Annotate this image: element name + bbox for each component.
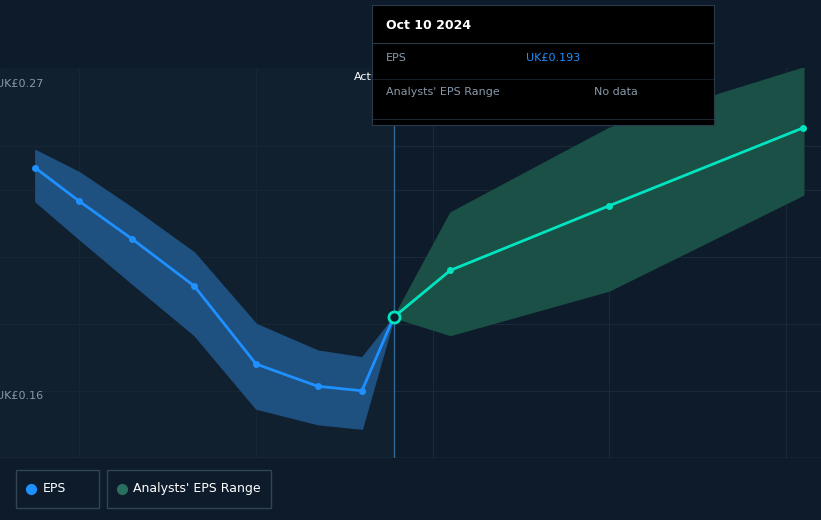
Text: Analysts' EPS Range: Analysts' EPS Range (386, 87, 499, 97)
Text: UK£0.16: UK£0.16 (0, 391, 43, 401)
Bar (16, 470, 99, 508)
Text: EPS: EPS (386, 53, 406, 63)
Text: UK£0.27: UK£0.27 (0, 79, 44, 89)
Text: Oct 10 2024: Oct 10 2024 (386, 19, 470, 32)
Text: Analysts Forecasts: Analysts Forecasts (404, 72, 508, 82)
Bar (107, 470, 271, 508)
Text: UK£0.193: UK£0.193 (526, 53, 580, 63)
Text: Analysts' EPS Range: Analysts' EPS Range (133, 483, 260, 495)
Text: EPS: EPS (43, 483, 66, 495)
Bar (0, 68, 394, 458)
Text: Actual: Actual (353, 72, 388, 82)
Text: No data: No data (594, 87, 638, 97)
